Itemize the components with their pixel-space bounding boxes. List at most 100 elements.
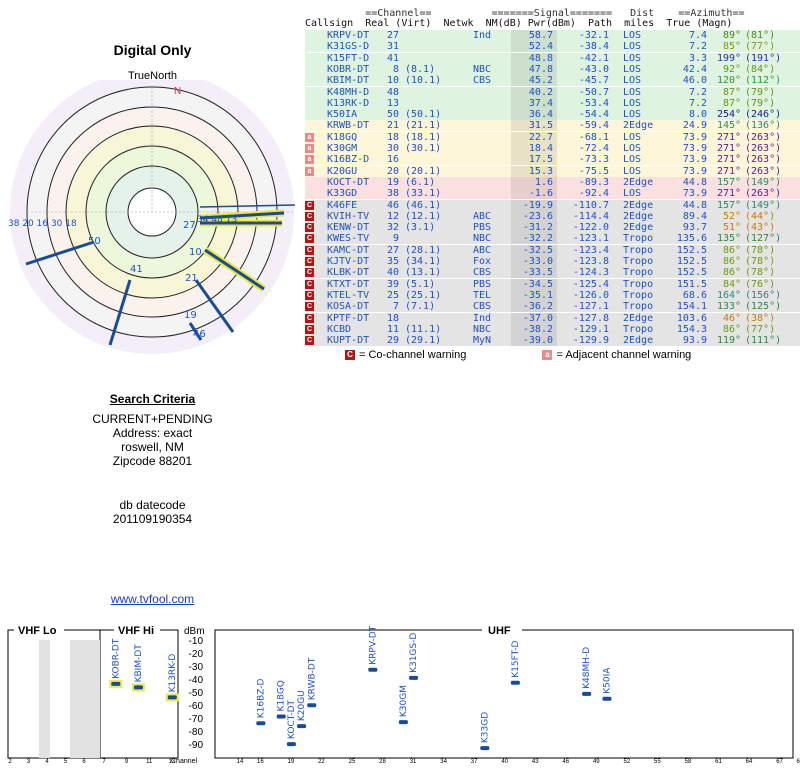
cell-real-channel: 19 xyxy=(386,176,399,188)
cell-distance: 7.4 xyxy=(688,30,707,41)
table-row: K15FT-D 41 48.8 -42.1 LOS 3.3 199° (191°) xyxy=(305,52,800,64)
cell-azimuth-magnetic: (136°) xyxy=(745,120,782,132)
tvfool-link[interactable]: www.tvfool.com xyxy=(110,592,195,606)
table-row: C KCBD 11 (11.1) NBC -38.2 -129.1 Tropo 154.3 86°… xyxy=(305,323,800,335)
nm-column-shade xyxy=(511,312,557,324)
criteria-line: roswell, NM xyxy=(121,440,184,454)
cell-callsign[interactable]: KVIH-TV xyxy=(327,210,370,222)
cell-callsign[interactable]: KPTF-DT xyxy=(327,312,370,324)
cell-callsign[interactable]: KJTV-DT xyxy=(327,256,370,267)
table-row: C KWES-TV 9 NBC -32.2 -123.1 Tropo 135.6 135° (12… xyxy=(305,233,800,245)
station-label: KRPV-DT xyxy=(368,625,378,664)
cell-power: -92.4 xyxy=(578,188,609,200)
table-row: KOCT-DT 19 (6.1) 1.6 -89.3 2Edge 44.8 157° (149°… xyxy=(305,176,800,188)
station-label: KOBR-DT xyxy=(111,638,121,679)
cell-callsign[interactable]: K20GU xyxy=(327,165,358,177)
cell-azimuth-magnetic: (263°) xyxy=(745,165,782,177)
cell-azimuth-true: 145° xyxy=(717,120,742,132)
cell-callsign[interactable]: KWES-TV xyxy=(327,233,370,245)
cell-azimuth-magnetic: (79°) xyxy=(745,97,776,109)
cell-callsign[interactable]: KCBD xyxy=(327,323,352,335)
channel-tick-label: 9 xyxy=(125,759,129,765)
table-row: K33GD 38 (33.1) -1.6 -92.4 LOS 73.9 271° (263°) xyxy=(305,188,800,200)
cell-noise-margin: 45.2 xyxy=(528,75,553,87)
co-channel-warning-icon: C xyxy=(305,257,314,266)
cell-noise-margin: -39.0 xyxy=(522,335,553,347)
cell-power: -126.0 xyxy=(572,289,609,301)
cell-real-channel: 35 xyxy=(386,256,399,267)
cell-noise-margin: -34.5 xyxy=(522,278,553,290)
cell-noise-margin: 18.4 xyxy=(528,143,553,154)
cell-callsign[interactable]: K16BZ-D xyxy=(327,154,370,166)
cell-path: LOS xyxy=(623,188,642,200)
cell-power: -123.8 xyxy=(572,256,609,267)
cell-power: -72.4 xyxy=(578,143,609,154)
cell-azimuth-magnetic: (44°) xyxy=(745,210,776,222)
cell-callsign[interactable]: KRWB-DT xyxy=(327,120,370,132)
cell-network: NBC xyxy=(473,323,492,335)
cell-noise-margin: 22.7 xyxy=(528,131,553,143)
cell-network: ABC xyxy=(473,210,492,222)
cell-callsign[interactable]: K46FE xyxy=(327,199,358,211)
cell-path: Tropo xyxy=(623,323,654,335)
cell-virtual-channel: (11.1) xyxy=(405,323,442,335)
cell-noise-margin: 48.8 xyxy=(528,52,553,64)
cell-callsign[interactable]: KOBR-DT xyxy=(327,63,370,75)
nm-column-shade xyxy=(511,210,557,222)
nm-column-shade xyxy=(511,41,557,53)
cell-callsign[interactable]: K33GD xyxy=(327,188,358,200)
cell-callsign[interactable]: K50IA xyxy=(327,109,358,121)
cell-callsign[interactable]: KUPT-DT xyxy=(327,335,370,347)
cell-callsign[interactable]: K15FT-D xyxy=(327,52,370,64)
station-marker xyxy=(167,695,177,700)
adjacent-channel-warning-icon: a xyxy=(305,132,314,142)
cell-callsign[interactable]: KTEL-TV xyxy=(327,289,370,301)
cell-noise-margin: -32.2 xyxy=(522,233,553,245)
cell-azimuth-magnetic: (38°) xyxy=(745,312,776,324)
station-label: KOCT-DT xyxy=(287,699,297,739)
channel-tick-label: 19 xyxy=(288,759,295,765)
cell-distance: 73.9 xyxy=(682,188,707,200)
cell-network: ABC xyxy=(473,244,492,256)
cell-distance: 152.5 xyxy=(676,267,707,279)
polar-label: 41 xyxy=(130,264,143,275)
cell-callsign[interactable]: KLBK-DT xyxy=(327,267,370,279)
cell-callsign[interactable]: K30GM xyxy=(327,143,358,154)
nm-column-shade xyxy=(511,267,557,279)
channel-tick-label: 6 xyxy=(82,759,86,765)
co-channel-warning-icon: C xyxy=(305,336,314,346)
channel-tick-label: 43 xyxy=(532,759,539,765)
cell-callsign[interactable]: KENW-DT xyxy=(327,222,370,234)
cell-azimuth-true: 87° xyxy=(722,86,741,98)
cell-callsign[interactable]: K13RK-D xyxy=(327,97,370,109)
cell-callsign[interactable]: K31GS-D xyxy=(327,41,370,53)
cell-azimuth-true: 119° xyxy=(717,335,742,347)
cell-callsign[interactable]: KOCT-DT xyxy=(327,176,370,188)
cell-distance: 7.2 xyxy=(688,86,707,98)
nm-column-shade xyxy=(511,176,557,188)
cell-callsign[interactable]: KBIM-DT xyxy=(327,75,370,87)
station-marker xyxy=(398,720,408,725)
nm-column-shade xyxy=(511,289,557,301)
cell-callsign[interactable]: KAMC-DT xyxy=(327,244,370,256)
cell-callsign[interactable]: KRPV-DT xyxy=(327,30,370,41)
cell-callsign[interactable]: K18GQ xyxy=(327,131,358,143)
cell-callsign[interactable]: K48MH-D xyxy=(327,86,370,98)
nm-column-shade xyxy=(511,97,557,109)
station-marker xyxy=(510,680,520,685)
cell-power: -68.1 xyxy=(578,131,609,143)
cell-callsign[interactable]: KOSA-DT xyxy=(327,301,370,313)
cell-azimuth-magnetic: (125°) xyxy=(745,301,782,313)
db-datecode-value: 201109190354 xyxy=(112,512,193,526)
channel-tick-label: 25 xyxy=(349,759,356,765)
north-marker: N xyxy=(174,86,181,97)
cell-callsign[interactable]: KTXT-DT xyxy=(327,278,370,290)
cell-power: -123.1 xyxy=(572,233,609,245)
cell-azimuth-magnetic: (191°) xyxy=(745,52,782,64)
true-north-label: TrueNorth xyxy=(127,70,178,82)
cell-path: LOS xyxy=(623,143,642,154)
cell-real-channel: 32 xyxy=(386,222,399,234)
vhf-hi-label: VHF Hi xyxy=(118,625,154,637)
cell-azimuth-true: 157° xyxy=(717,199,742,211)
station-label: K18GQ xyxy=(277,680,287,711)
